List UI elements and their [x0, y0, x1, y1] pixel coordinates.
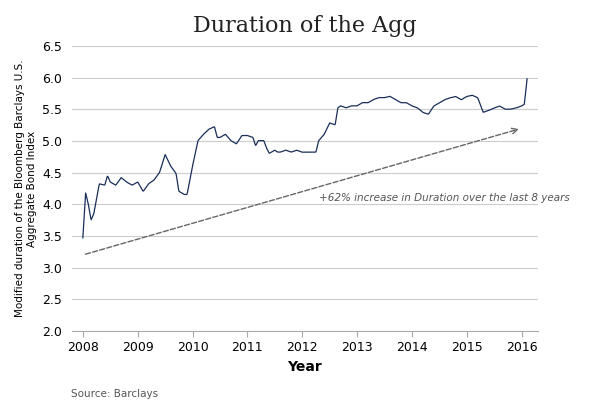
Title: Duration of the Agg: Duration of the Agg	[193, 15, 417, 37]
Text: +62% increase in Duration over the last 8 years: +62% increase in Duration over the last …	[319, 193, 570, 203]
Text: Source: Barclays: Source: Barclays	[71, 389, 158, 399]
X-axis label: Year: Year	[287, 360, 322, 374]
Y-axis label: Modified duration of the Bloomberg Barclays U.S.
Aggregate Bond Index: Modified duration of the Bloomberg Barcl…	[15, 60, 37, 317]
